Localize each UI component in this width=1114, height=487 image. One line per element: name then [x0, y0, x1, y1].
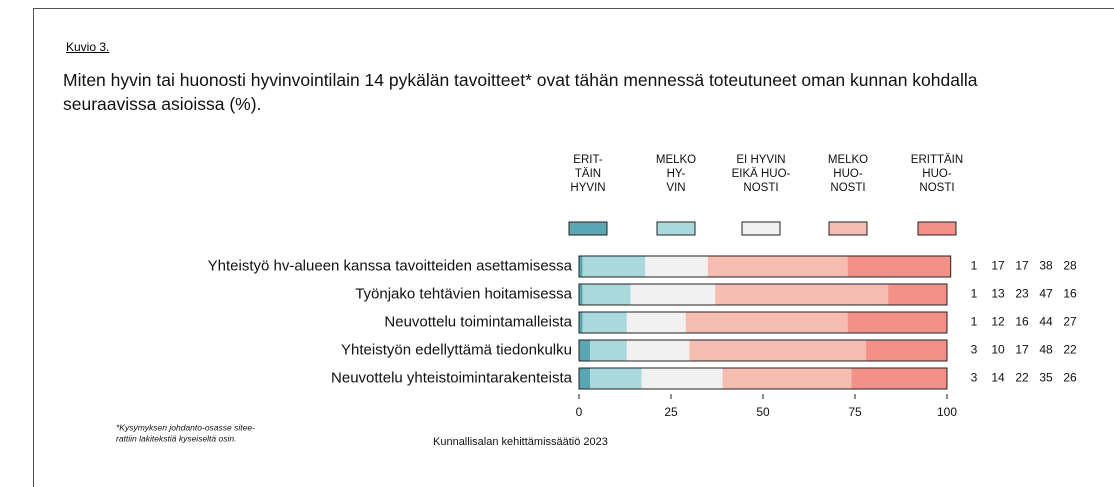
category-label: Työnjako tehtävien hoitamisessa: [355, 285, 572, 302]
legend-swatch: [568, 221, 608, 236]
value-label: 16: [1063, 287, 1077, 301]
bar-outline: [578, 339, 948, 362]
legend-line: VIN: [666, 182, 685, 194]
legend-label: MELKO HY- VIN: [656, 154, 696, 194]
value-label: 1: [971, 287, 978, 301]
legend-swatch: [917, 221, 957, 236]
bar-segment: [582, 284, 631, 305]
bar-segment: [579, 256, 583, 277]
x-tick-label: 0: [576, 405, 583, 419]
value-label: 17: [1015, 343, 1029, 357]
source: Kunnallisalan kehittämissäätiö 2023: [433, 436, 608, 448]
value-label: 13: [991, 287, 1005, 301]
legend-swatch: [741, 221, 781, 236]
x-tick-label: 75: [848, 405, 862, 419]
legend-line: ERITTÄIN: [911, 154, 963, 166]
legend-line: HY-: [667, 168, 686, 180]
value-label: 3: [971, 371, 978, 385]
bar-segment: [630, 284, 716, 305]
legend-line: TÄIN: [575, 168, 601, 180]
legend-line: MELKO: [656, 154, 696, 166]
value-label: 22: [1015, 371, 1029, 385]
bar-outline: [578, 311, 948, 334]
category-label: Neuvottelu toimintamalleista: [384, 313, 572, 330]
legend-line: HYVIN: [570, 182, 605, 194]
value-label: 17: [991, 259, 1005, 273]
legend-line: EI HYVIN: [736, 154, 785, 166]
bar-segment: [847, 312, 947, 333]
bar-segment: [641, 368, 723, 389]
bar-segment: [626, 312, 686, 333]
bar-segment: [590, 340, 627, 361]
legend-label: MELKO HUO- NOSTI: [828, 154, 868, 194]
value-label: 1: [971, 315, 978, 329]
legend-line: NOSTI: [919, 182, 954, 194]
value-label: 16: [1015, 315, 1029, 329]
category-label: Yhteistyö hv-alueen kanssa tavoitteiden …: [208, 257, 573, 274]
value-label: 3: [971, 343, 978, 357]
bar-segment: [582, 312, 627, 333]
bar-segment: [579, 368, 591, 389]
legend-label: ERIT- TÄIN HYVIN: [570, 154, 605, 194]
frame: [33, 8, 1114, 487]
legend-line: HUO-: [922, 168, 952, 180]
legend-label: EI HYVIN EIKÄ HUO- NOSTI: [732, 154, 791, 194]
footnote: *Kysymyksen johdanto-osasse sitee-: [116, 422, 255, 432]
legend-line: EIKÄ HUO-: [732, 168, 791, 180]
legend-label: ERITTÄIN HUO- NOSTI: [911, 154, 963, 194]
legend-line: HUO-: [833, 168, 863, 180]
value-label: 14: [991, 371, 1005, 385]
x-tick-label: 100: [937, 405, 957, 419]
value-label: 17: [1015, 259, 1029, 273]
value-label: 12: [991, 315, 1005, 329]
value-label: 28: [1063, 259, 1077, 273]
bar-segment: [579, 312, 583, 333]
value-label: 10: [991, 343, 1005, 357]
value-label: 44: [1039, 315, 1053, 329]
category-label: Yhteistyön edellyttämä tiedonkulku: [341, 341, 572, 358]
bar-segment: [626, 340, 690, 361]
legend-line: MELKO: [828, 154, 868, 166]
bar-segment: [722, 368, 852, 389]
value-label: 23: [1015, 287, 1029, 301]
legend-line: NOSTI: [743, 182, 778, 194]
bar-outline: [578, 283, 948, 306]
value-label: 1: [971, 259, 978, 273]
bar-segment: [689, 340, 867, 361]
x-tick-label: 50: [756, 405, 770, 419]
bar-segment: [866, 340, 947, 361]
value-label: 35: [1039, 371, 1053, 385]
x-tick-label: 25: [664, 405, 678, 419]
bar-segment: [645, 256, 708, 277]
value-label: 47: [1039, 287, 1053, 301]
legend-line: ERIT-: [573, 154, 603, 166]
value-label: 38: [1039, 259, 1053, 273]
bar-outline: [578, 367, 948, 390]
category-label: Neuvottelu yhteistoimintarakenteista: [331, 369, 573, 386]
bar-segment: [851, 368, 947, 389]
legend-swatch: [828, 221, 868, 236]
value-label: 26: [1063, 371, 1077, 385]
bar-outline: [578, 255, 952, 278]
figure-label: Kuvio 3.: [66, 40, 110, 54]
chart-title: Miten hyvin tai huonosti hyvinvointilain…: [63, 70, 978, 114]
bar-segment: [707, 256, 848, 277]
bar-segment: [715, 284, 889, 305]
value-label: 48: [1039, 343, 1053, 357]
bar-segment: [685, 312, 848, 333]
bar-segment: [579, 340, 591, 361]
value-label: 22: [1063, 343, 1077, 357]
footnote: rattiin lakitekstiä kyseiseltä osin.: [116, 433, 236, 443]
bar-segment: [582, 256, 646, 277]
bar-segment: [590, 368, 642, 389]
bar-segment: [579, 284, 583, 305]
legend-swatch: [656, 221, 696, 236]
value-label: 27: [1063, 315, 1077, 329]
bar-segment: [847, 256, 951, 277]
legend-line: NOSTI: [830, 182, 865, 194]
bar-segment: [888, 284, 947, 305]
